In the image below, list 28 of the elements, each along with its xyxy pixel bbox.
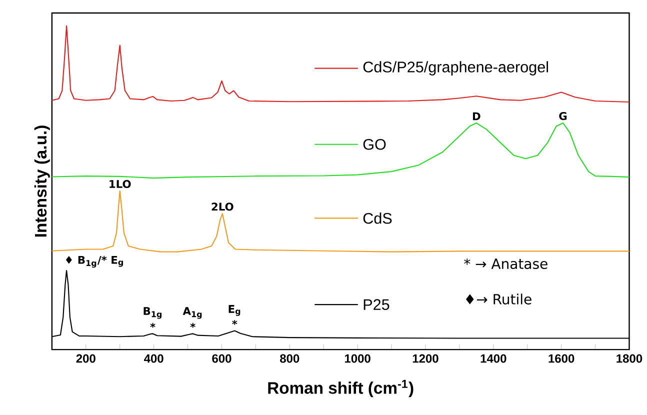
x-tick-label: 1400: [480, 354, 506, 363]
annotation: B$_{1g}$: [144, 306, 162, 319]
x-tick-label: 1800: [616, 354, 642, 363]
x-axis-title: Roman shift (cm$^{-1}$): [268, 380, 414, 397]
annotation: ♦ B$_{1g}$/* E$_{g}$: [66, 256, 123, 268]
x-tick-label: 600: [212, 354, 232, 363]
x-tick-label: 800: [280, 354, 300, 363]
annotation: 1LO: [110, 180, 131, 188]
annotation: * → Anatase: [464, 258, 548, 269]
annotation: *: [190, 322, 196, 328]
annotation: *: [232, 320, 238, 325]
annotation: 2LO: [212, 202, 234, 210]
annotation: D: [472, 112, 480, 120]
annotation: *: [150, 322, 156, 328]
x-tick-label: 1000: [344, 354, 370, 363]
annotation: E$_{g}$: [228, 304, 240, 316]
annotation: G: [559, 112, 567, 120]
x-tick-label: 1200: [412, 354, 438, 363]
annotation: ♦→ Rutile: [466, 293, 532, 304]
legend-label: GO: [363, 138, 386, 150]
legend-label: P25: [364, 298, 390, 310]
x-tick-label: 1600: [548, 354, 574, 363]
x-tick-label: 200: [76, 354, 96, 363]
legend-label: CdS: [363, 212, 392, 224]
annotation: A$_{1g}$: [182, 306, 202, 319]
x-tick-label: 400: [144, 354, 164, 363]
y-axis-title: Intensity (a.u.): [34, 125, 50, 236]
legend-label: CdS/P25/graphene-aerogel: [363, 60, 548, 76]
